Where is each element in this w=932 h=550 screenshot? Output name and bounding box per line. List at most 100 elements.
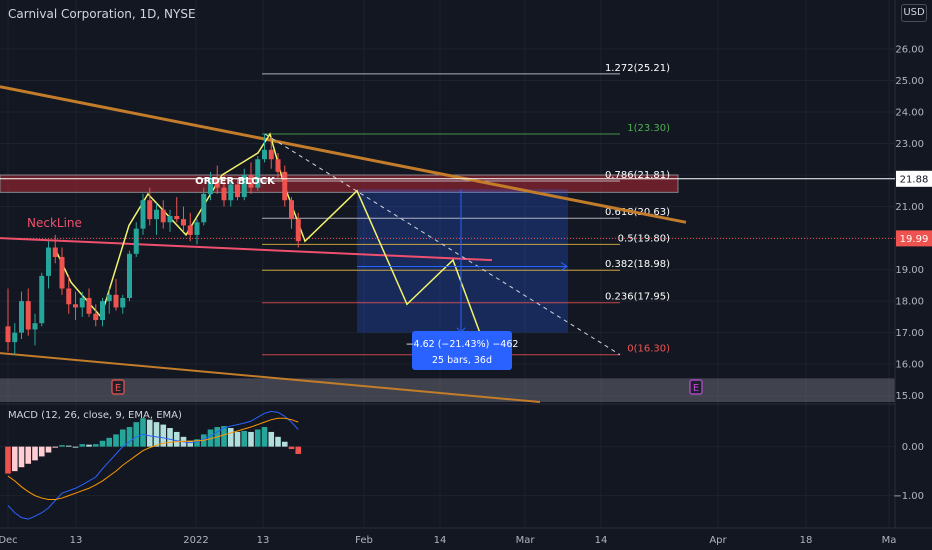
macd-histogram-bar — [32, 446, 38, 461]
earnings-marker — [111, 379, 125, 395]
price-label: 19.99 — [900, 234, 929, 245]
projection-box — [357, 189, 568, 333]
y-tick-label: 16.00 — [895, 360, 924, 371]
macd-histogram-bar — [65, 445, 72, 447]
y-tick-label: 17.00 — [895, 328, 924, 339]
chart-title: Carnival Corporation, 1D, NYSE — [8, 7, 196, 21]
lower-trend-line — [0, 352, 541, 403]
macd-panel — [0, 403, 932, 520]
macd-title: MACD (12, 26, close, 9, EMA, EMA) — [8, 410, 182, 421]
fib-label: 1(23.30) — [627, 123, 670, 134]
candle-body — [32, 323, 38, 330]
fib-label: 0.786(21.81) — [605, 170, 670, 181]
candle-body — [5, 326, 11, 343]
candle-body — [208, 178, 213, 194]
macd-histogram-bar — [207, 429, 214, 447]
macd-histogram-bar — [187, 440, 194, 447]
macd-histogram-bar — [59, 445, 65, 447]
measure-tooltip — [412, 331, 512, 370]
fib-label: 0.382(18.98) — [605, 259, 670, 270]
macd-histogram-bar — [268, 431, 275, 447]
measure-tooltip-line2: 25 bars, 36d — [432, 355, 492, 366]
y-tick-label: 18.00 — [895, 297, 924, 308]
neckline-label: NeckLine — [27, 216, 82, 230]
price-label-bg — [896, 170, 932, 187]
y-tick-label: 24.00 — [895, 107, 924, 118]
measure-arrowhead — [560, 262, 568, 271]
x-tick-label: Ma — [882, 535, 897, 546]
candle-body — [255, 159, 261, 188]
macd-histogram-bar — [45, 446, 52, 453]
macd-histogram-bar — [234, 431, 241, 447]
candle-body — [174, 216, 180, 220]
candle-body — [154, 209, 159, 220]
fib-label: 0(16.30) — [627, 344, 670, 355]
upper-trend-line — [0, 85, 687, 224]
macd-histogram-bar — [167, 428, 173, 447]
candle-body — [93, 313, 99, 321]
x-tick-label: Apr — [709, 535, 727, 546]
candles — [5, 134, 301, 355]
candle-body — [113, 294, 119, 308]
macd-histogram-bar — [248, 431, 254, 447]
candle-body — [181, 219, 186, 226]
support-zone — [0, 378, 895, 402]
price-label-bg — [896, 230, 932, 247]
candle-body — [59, 256, 65, 289]
macd-y-tick-label: 0.00 — [902, 442, 924, 453]
macd-line — [7, 410, 299, 520]
candle-body — [133, 228, 139, 254]
fib-label: 1.272(25.21) — [605, 63, 670, 74]
candle-body — [160, 209, 166, 223]
candle-body — [268, 149, 274, 160]
x-tick-label: 13 — [257, 535, 270, 546]
drawings: NeckLine — [0, 85, 687, 403]
signal-line — [7, 417, 299, 501]
macd-histogram-bar — [275, 436, 281, 447]
y-tick-label: 26.00 — [895, 44, 924, 55]
dashed-projection-line — [264, 133, 621, 356]
candle-body — [289, 200, 294, 220]
candle-body — [241, 175, 247, 198]
candle-body — [282, 171, 288, 201]
macd-histogram-bar — [11, 446, 18, 472]
macd-histogram-bar — [99, 440, 106, 447]
earnings-label: E — [693, 383, 699, 394]
candle-body — [19, 301, 24, 333]
macd-histogram-bar — [79, 444, 86, 447]
earnings-marker — [689, 379, 703, 395]
y-tick-label: 23.00 — [895, 139, 924, 150]
earnings-label: E — [115, 383, 121, 394]
y-tick-label: 19.00 — [895, 265, 924, 276]
macd-histogram-bar — [86, 444, 92, 447]
candle-body — [147, 200, 153, 220]
currency-button[interactable]: USD — [901, 4, 927, 22]
macd-histogram-bar — [38, 446, 45, 457]
macd-histogram-bar — [227, 428, 234, 447]
y-tick-label: 25.00 — [895, 76, 924, 87]
x-tick-label: 14 — [434, 535, 447, 546]
candle-body — [248, 175, 254, 188]
macd-histogram-bar — [126, 427, 133, 447]
macd-histogram-bar — [295, 446, 302, 454]
price-label: 21.88 — [900, 174, 929, 185]
y-tick-label: 21.00 — [895, 202, 924, 213]
x-tick-label: 18 — [800, 535, 813, 546]
macd-histogram-bar — [173, 431, 180, 447]
candle-body — [120, 297, 126, 308]
candle-body — [221, 187, 227, 201]
macd-histogram-bar — [52, 446, 59, 448]
candle-body — [100, 301, 105, 321]
macd-histogram-bar — [18, 446, 25, 468]
macd-histogram-bar — [140, 418, 146, 447]
measure-tooltip-line1: −4.62 (−21.43%) −462 — [406, 339, 519, 350]
order-block-label: ORDER BLOCK — [195, 176, 276, 187]
macd-histogram-bar — [5, 446, 11, 474]
macd-histogram-bar — [254, 429, 261, 447]
macd-histogram-bar — [288, 446, 295, 450]
candle-body — [201, 193, 207, 223]
macd-histogram-bar — [194, 439, 200, 447]
candle-body — [86, 297, 92, 314]
